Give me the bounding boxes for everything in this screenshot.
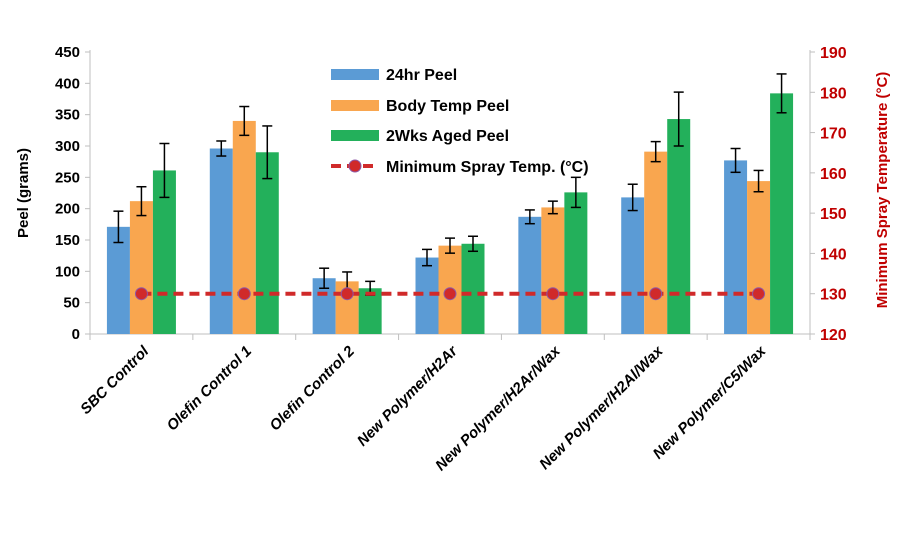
y-tick-label: 200 <box>55 201 80 218</box>
bar <box>358 288 382 334</box>
bar <box>209 148 233 334</box>
y2-tick-label: 180 <box>820 85 847 102</box>
legend-marker <box>348 159 362 173</box>
bar <box>129 201 153 334</box>
y2-tick-label: 130 <box>820 287 847 304</box>
y-tick-label: 100 <box>55 263 80 280</box>
y2-tick-label: 160 <box>820 166 847 183</box>
bar <box>621 197 645 334</box>
y-tick-label: 300 <box>55 138 80 155</box>
bar <box>644 151 668 334</box>
bar <box>255 152 279 334</box>
x-tick-label: SBC Control <box>77 342 153 418</box>
legend-label: Minimum Spray Temp. (°C) <box>386 159 589 176</box>
bar <box>518 216 542 334</box>
bar <box>747 181 771 334</box>
legend: 24hr Peel Body Temp Peel 2Wks Aged Peel Min… <box>331 67 589 176</box>
x-tick-label: New Polymer/C5/Wax <box>650 342 770 462</box>
temperature-marker <box>340 287 354 301</box>
legend-swatch <box>331 69 379 80</box>
temperature-marker <box>237 287 251 301</box>
temperature-marker <box>134 287 148 301</box>
bar <box>667 119 691 334</box>
bar <box>564 192 588 334</box>
x-tick-label: New Polymer/H2Ar <box>354 342 462 450</box>
bar <box>106 226 130 334</box>
bar <box>541 207 565 334</box>
temperature-marker <box>752 287 766 301</box>
bar <box>415 257 439 334</box>
y2-tick-label: 170 <box>820 126 847 143</box>
bar <box>232 120 256 334</box>
y-tick-label: 250 <box>55 169 80 186</box>
y2-tick-label: 140 <box>820 246 847 263</box>
legend-swatch <box>331 130 379 141</box>
bar <box>724 160 748 334</box>
y-tick-label: 0 <box>72 326 80 343</box>
x-tick-label: Olefin Control 2 <box>266 342 358 434</box>
y-tick-label: 450 <box>55 44 80 61</box>
y-tick-label: 400 <box>55 75 80 92</box>
y-tick-label: 50 <box>63 295 80 312</box>
y-tick-label: 150 <box>55 232 80 249</box>
x-tick-label: Olefin Control 1 <box>164 343 256 435</box>
temperature-marker <box>443 287 457 301</box>
legend-label: Body Temp Peel <box>386 98 509 115</box>
bar <box>461 243 485 334</box>
legend-label: 2Wks Aged Peel <box>386 128 509 145</box>
y2-tick-label: 190 <box>820 45 847 62</box>
legend-swatch <box>331 100 379 111</box>
legend-label: 24hr Peel <box>386 67 457 84</box>
y2-tick-label: 120 <box>820 327 847 344</box>
bar <box>770 93 794 334</box>
y-tick-label: 350 <box>55 107 80 124</box>
y2-axis-title: Minimum Spray Temperature (°C) <box>874 72 891 309</box>
y2-tick-label: 150 <box>820 206 847 223</box>
temperature-marker <box>649 287 663 301</box>
temperature-marker <box>546 287 560 301</box>
y-axis-title: Peel (grams) <box>15 148 32 238</box>
